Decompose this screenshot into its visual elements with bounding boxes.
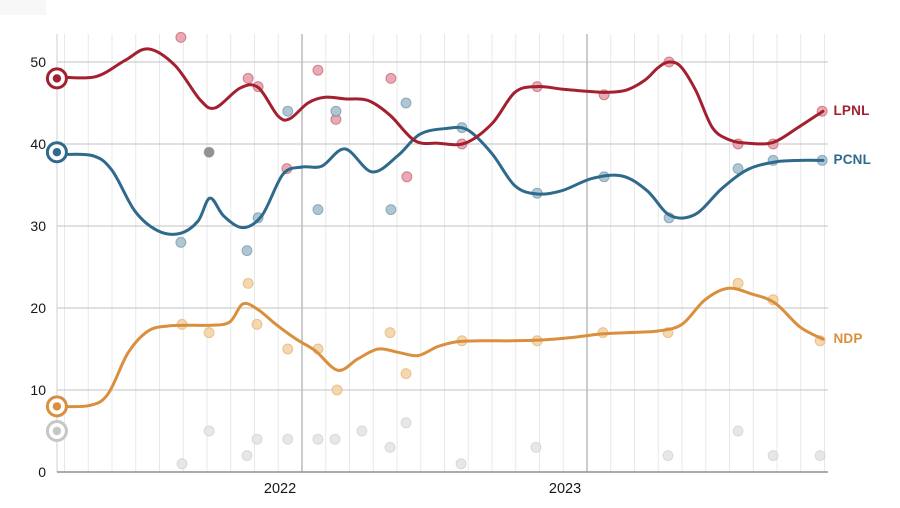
y-axis-tick-label: 0 (38, 464, 46, 480)
poll-point-pcnl (732, 163, 744, 175)
poll-point-others (530, 441, 542, 453)
poll-point-others (384, 441, 396, 453)
y-axis-tick-label: 30 (30, 218, 46, 234)
poll-point-pcnl (400, 97, 412, 109)
poll-point-others (356, 425, 368, 437)
poll-point-ndp (384, 327, 396, 339)
x-axis-tick-labels: 2022 2023 (264, 481, 581, 497)
x-axis-tick-label: 2022 (264, 481, 296, 497)
election-marker-pcnl-dot (52, 148, 62, 157)
poll-point-pcnl (385, 204, 397, 216)
poll-point-lpnl (401, 171, 413, 183)
election-marker-ndp-dot (52, 402, 62, 411)
election-marker-others-dot (52, 426, 62, 436)
horizontal-gridlines (57, 61, 828, 391)
poll-point-pcnl (330, 105, 342, 117)
election-start-markers (45, 67, 68, 442)
series-label-ndp: NDP (833, 331, 863, 347)
poll-point-others (455, 458, 467, 470)
corner-artifact (0, 0, 46, 15)
poll-point-ndp (282, 343, 294, 355)
poll-point-pcnl (241, 245, 253, 257)
y-axis-tick-label: 50 (30, 54, 46, 70)
y-axis-tick-labels: 0 10 20 30 40 50 (30, 54, 46, 480)
poll-point-others (767, 450, 779, 462)
y-axis-tick-label: 10 (30, 382, 46, 398)
series-label-lpnl: LPNL (833, 103, 870, 119)
election-marker-lpnl-dot (52, 74, 62, 83)
poll-point-outlier (203, 146, 215, 158)
poll-point-lpnl (242, 72, 254, 84)
poll-point-lpnl (385, 72, 397, 84)
poll-point-others (662, 450, 674, 462)
poll-point-others (400, 417, 412, 429)
poll-point-others (282, 433, 294, 445)
poll-point-others (312, 433, 324, 445)
poll-point-pcnl (175, 236, 187, 248)
poll-point-lpnl (175, 31, 187, 43)
poll-point-ndp (732, 277, 744, 289)
y-axis-tick-label: 40 (30, 136, 46, 152)
poll-point-pcnl (282, 105, 294, 117)
poll-point-others (732, 425, 744, 437)
poll-point-ndp (242, 277, 254, 289)
poll-point-pcnl (312, 204, 324, 216)
poll-point-others (241, 450, 253, 462)
poll-point-others (176, 458, 188, 470)
trend-lines (55, 47, 825, 409)
trend-line-pcnl (55, 125, 825, 236)
poll-point-ndp (203, 327, 215, 339)
trend-line-ndp (55, 286, 825, 409)
series-label-pcnl: PCNL (833, 152, 872, 168)
poll-point-lpnl (312, 64, 324, 76)
x-axis-tick-label: 2023 (549, 481, 581, 497)
y-axis-tick-label: 20 (30, 300, 46, 316)
poll-point-ndp (400, 368, 412, 380)
poll-point-ndp (251, 318, 263, 330)
poll-point-others (814, 450, 826, 462)
poll-point-ndp (331, 384, 343, 396)
poll-point-others (203, 425, 215, 437)
trend-line-lpnl (55, 47, 825, 147)
vertical-gridlines (64, 34, 825, 472)
poll-point-others (251, 433, 263, 445)
poll-point-others (329, 433, 341, 445)
